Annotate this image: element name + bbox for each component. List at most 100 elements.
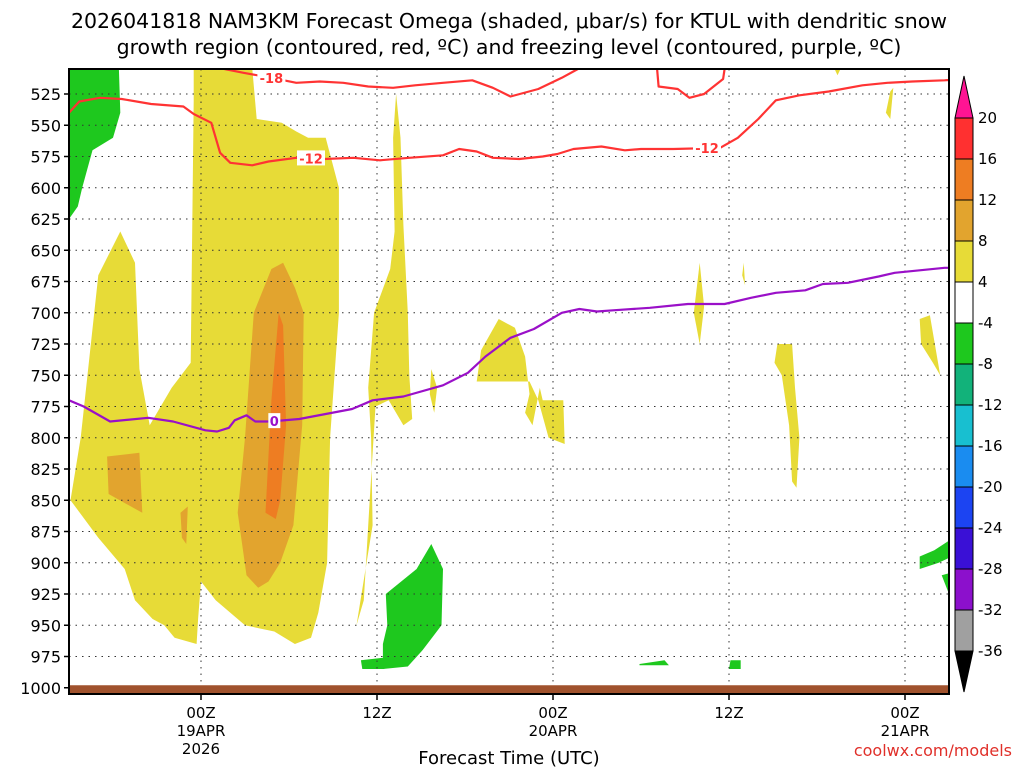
y-tick-label: 650 — [30, 241, 61, 260]
x-tick-label: 2026 — [182, 740, 220, 758]
omega-region-3 — [476, 319, 565, 444]
contour-label-0: -18 — [260, 72, 284, 87]
colorbar-tick-label: 4 — [978, 273, 988, 291]
colorbar-cell — [954, 568, 974, 611]
y-tick-label: 675 — [30, 273, 61, 292]
y-tick-label: 950 — [30, 616, 61, 635]
y-tick-label: 525 — [30, 85, 61, 104]
contour-label-1: -12 — [695, 142, 719, 157]
x-tick-label: 00Z — [538, 704, 567, 722]
x-tick-label: 20APR — [529, 722, 578, 740]
colorbar-tick-label: -36 — [978, 642, 1003, 660]
contour-labels: -18 -12 0 -12 — [257, 69, 721, 430]
colorbar-top-arrow — [954, 75, 974, 119]
omega-region-12 — [180, 506, 188, 544]
omega-region-8 — [834, 69, 841, 76]
plot-frame — [68, 68, 950, 695]
y-tick-label: 550 — [30, 116, 61, 135]
ground-band — [69, 685, 949, 694]
colorbar-tick-label: -8 — [978, 355, 993, 373]
x-tick-label: 00Z — [186, 704, 215, 722]
x-tick-label: 19APR — [177, 722, 226, 740]
y-tick-label: 750 — [30, 366, 61, 385]
y-tick-label: 600 — [30, 179, 61, 198]
colorbar-cell — [954, 240, 974, 283]
x-tick-label: 21APR — [881, 722, 930, 740]
colorbar-tick-label: -28 — [978, 560, 1003, 578]
x-tick-label: 12Z — [714, 704, 743, 722]
colorbar: 20 16 12 8 4 -4 -8 -12 -16 -20 -24 -28 -32 -36 — [954, 75, 1003, 693]
colorbar-cell — [954, 322, 974, 365]
colorbar-cell — [954, 404, 974, 447]
omega-region-18 — [729, 660, 741, 669]
y-tick-label: 900 — [30, 554, 61, 573]
contour-label-bg-3 — [268, 413, 281, 429]
y-tick-label: 800 — [30, 429, 61, 448]
ground-layer — [69, 685, 949, 694]
contour-label-bg-4 — [297, 150, 325, 166]
colorbar-cell — [954, 486, 974, 529]
contour-label-bg-1 — [693, 140, 721, 156]
contour-line-1 — [69, 78, 949, 167]
colorbar-bottom-arrow — [954, 650, 974, 693]
y-axis: 525 550 575 600 625 650 675 700 725 750 775 800 825 8… — [20, 85, 69, 698]
y-tick-label: 700 — [30, 304, 61, 323]
colorbar-tick-label: -12 — [978, 396, 1003, 414]
y-tick-label: 775 — [30, 398, 61, 417]
contour-label-3: 0 — [270, 415, 279, 430]
colorbar-cell — [954, 609, 974, 652]
contour-line-2 — [656, 69, 726, 99]
y-tick-label: 725 — [30, 335, 61, 354]
colorbar-tick-label: -4 — [978, 314, 993, 332]
omega-region-5 — [742, 262, 746, 286]
colorbar-cell — [954, 117, 974, 160]
colorbar-tick-label: -16 — [978, 437, 1003, 455]
chart-title-line1: 2026041818 NAM3KM Forecast Omega (shaded… — [71, 9, 947, 33]
x-tick-label: 00Z — [890, 704, 919, 722]
colorbar-tick-label: -24 — [978, 519, 1003, 537]
y-tick-label: 875 — [30, 523, 61, 542]
omega-region-14 — [69, 69, 121, 219]
omega-region-7 — [885, 87, 894, 119]
colorbar-tick-label: -20 — [978, 478, 1003, 496]
colorbar-tick-label: 8 — [978, 232, 988, 250]
contour-label-bg-0 — [257, 69, 286, 85]
y-tick-label: 575 — [30, 148, 61, 167]
y-tick-label: 1000 — [20, 679, 61, 698]
y-tick-label: 825 — [30, 460, 61, 479]
omega-region-17 — [639, 660, 669, 666]
contour-label-4: -12 — [299, 152, 323, 167]
grid-lines — [69, 69, 949, 694]
y-tick-label: 850 — [30, 491, 61, 510]
colorbar-cell — [954, 445, 974, 488]
colorbar-tick-label: -32 — [978, 601, 1003, 619]
omega-region-20 — [941, 573, 949, 594]
omega-region-15 — [382, 544, 443, 669]
y-tick-label: 625 — [30, 210, 61, 229]
credit-link[interactable]: coolwx.com/models — [854, 741, 1012, 760]
contour-lines — [69, 69, 949, 433]
colorbar-tick-label: 16 — [978, 150, 997, 168]
x-axis-title: Forecast Time (UTC) — [418, 748, 599, 768]
chart-title-line2: growth region (contoured, red, ºC) and f… — [117, 35, 902, 59]
omega-region-9 — [919, 315, 941, 376]
omega-region-11 — [107, 452, 143, 513]
colorbar-cell — [954, 527, 974, 570]
contour-line-3 — [69, 266, 949, 433]
colorbar-tick-label: 20 — [978, 109, 997, 127]
x-tick-label: 12Z — [362, 704, 391, 722]
colorbar-cell — [954, 363, 974, 406]
colorbar-cell — [954, 281, 974, 324]
colorbar-cell — [954, 199, 974, 242]
plot-area: -18 -12 0 -12 — [68, 68, 950, 695]
colorbar-cell — [954, 158, 974, 201]
y-tick-label: 925 — [30, 585, 61, 604]
y-tick-label: 975 — [30, 648, 61, 667]
omega-region-16 — [360, 657, 385, 669]
omega-region-19 — [919, 540, 949, 569]
omega-region-2 — [429, 369, 438, 413]
omega-region-6 — [774, 344, 800, 488]
omega-region-1 — [356, 94, 413, 626]
